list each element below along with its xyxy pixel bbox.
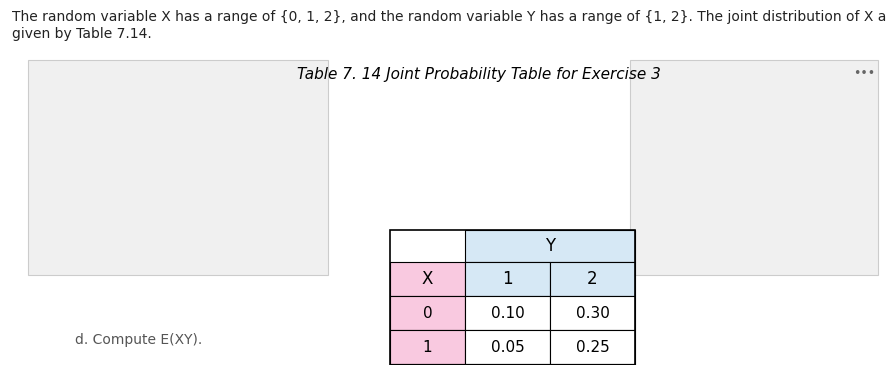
Text: •••: •••: [852, 67, 874, 80]
Text: The random variable X has a range of {0, 1, 2}, and the random variable Y has a : The random variable X has a range of {0,…: [12, 10, 886, 24]
Text: X: X: [422, 270, 432, 288]
Bar: [629, 60, 877, 275]
Bar: [390, 262, 464, 296]
Bar: [549, 330, 634, 364]
Text: 0.05: 0.05: [490, 339, 524, 354]
Bar: [549, 296, 634, 330]
Text: 0.25: 0.25: [575, 339, 609, 354]
Bar: [390, 330, 464, 364]
Bar: [549, 262, 634, 296]
Text: Y: Y: [544, 237, 555, 255]
Bar: [390, 364, 464, 365]
Bar: [390, 230, 634, 365]
Text: 0.10: 0.10: [490, 306, 524, 320]
Bar: [28, 60, 328, 275]
Text: 2: 2: [587, 270, 597, 288]
Bar: [464, 230, 634, 262]
Text: given by Table 7.14.: given by Table 7.14.: [12, 27, 152, 41]
Bar: [464, 262, 549, 296]
Text: 0: 0: [423, 306, 431, 320]
Bar: [549, 364, 634, 365]
Text: 1: 1: [423, 339, 431, 354]
Bar: [464, 364, 549, 365]
Bar: [464, 330, 549, 364]
Text: d. Compute E(XY).: d. Compute E(XY).: [75, 333, 202, 347]
Bar: [390, 296, 464, 330]
Text: 1: 1: [501, 270, 512, 288]
Bar: [390, 230, 464, 262]
Bar: [464, 296, 549, 330]
Text: 0.30: 0.30: [575, 306, 609, 320]
Text: Table 7. 14 Joint Probability Table for Exercise 3: Table 7. 14 Joint Probability Table for …: [297, 67, 660, 82]
